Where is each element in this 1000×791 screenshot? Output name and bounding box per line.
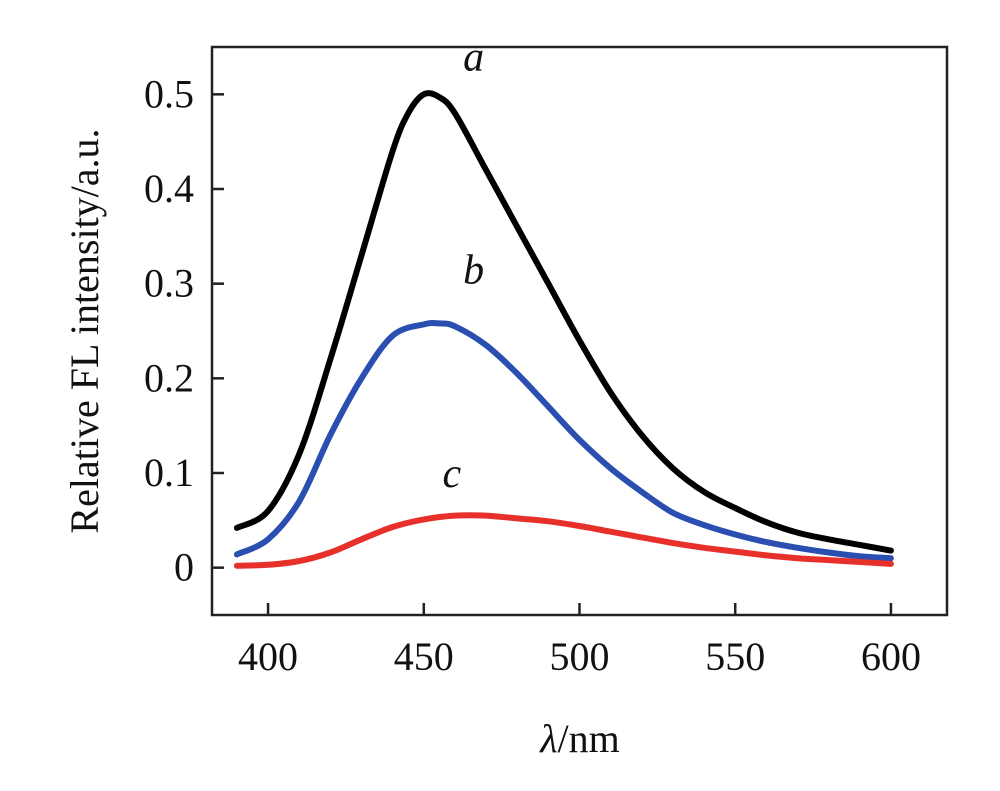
y-axis-ticks: 0 0.1 0.2 0.3 0.4 0.5 [144, 71, 224, 590]
x-tick-label: 500 [550, 634, 610, 679]
y-tick-label: 0.5 [144, 71, 194, 116]
x-tick-label: 600 [861, 634, 921, 679]
plot-frame [210, 45, 949, 617]
y-tick-label: 0.3 [144, 261, 194, 306]
x-axis-title: λ/nm [539, 716, 620, 761]
x-tick-label: 400 [238, 634, 298, 679]
series-line-c [233, 512, 894, 569]
x-axis-ticks: 400 450 500 550 600 [238, 603, 921, 679]
y-tick-label: 0.1 [144, 450, 194, 495]
y-axis-title: Relative FL intensity/a.u. [62, 128, 107, 533]
curve-label-a: a [463, 35, 484, 81]
series-layer [233, 90, 894, 569]
curve-label-b: b [463, 248, 484, 294]
y-tick-label: 0.4 [144, 166, 194, 211]
x-axis-unit: /nm [558, 716, 620, 761]
x-tick-label: 550 [705, 634, 765, 679]
series-line-b [233, 320, 894, 562]
y-tick-label: 0 [174, 545, 194, 590]
curve-labels: a b c [442, 35, 484, 498]
x-tick-label: 450 [394, 634, 454, 679]
y-tick-label: 0.2 [144, 355, 194, 400]
x-axis-symbol: λ [539, 716, 557, 761]
series-line-a [233, 90, 894, 554]
curve-label-c: c [442, 451, 461, 497]
